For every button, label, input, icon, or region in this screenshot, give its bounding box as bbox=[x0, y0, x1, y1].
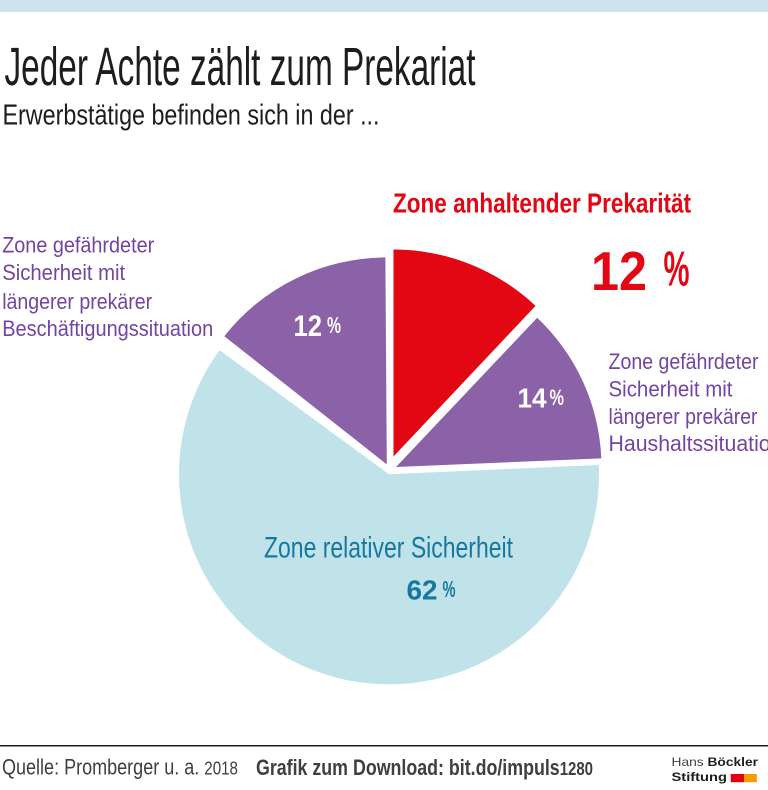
svg-text:Zone gefährdeter: Zone gefährdeter bbox=[2, 232, 154, 257]
svg-text:längerer prekärer: längerer prekärer bbox=[2, 289, 152, 314]
svg-text:Grafik zum Download: bit.do/im: Grafik zum Download: bit.do/impuls1280 bbox=[256, 755, 593, 780]
svg-text:12: 12 bbox=[294, 310, 323, 343]
svg-text:12: 12 bbox=[591, 240, 647, 302]
svg-text:%: % bbox=[664, 243, 690, 297]
svg-text:%: % bbox=[443, 576, 456, 602]
svg-text:längerer prekärer: längerer prekärer bbox=[609, 404, 758, 429]
svg-text:Hans Böckler: Hans Böckler bbox=[672, 755, 759, 769]
svg-text:%: % bbox=[550, 385, 565, 410]
svg-text:Sicherheit mit: Sicherheit mit bbox=[2, 260, 125, 285]
svg-text:Jeder Achte zählt zum Prekaria: Jeder Achte zählt zum Prekariat bbox=[5, 37, 476, 97]
svg-text:Beschäftigungssituation: Beschäftigungssituation bbox=[2, 316, 213, 341]
svg-text:Haushaltssituation: Haushaltssituation bbox=[609, 431, 768, 456]
svg-text:Quelle: Promberger u. a. 2018: Quelle: Promberger u. a. 2018 bbox=[2, 755, 238, 780]
svg-text:Zone anhaltender Prekarität: Zone anhaltender Prekarität bbox=[393, 187, 691, 218]
svg-text:Zone gefährdeter: Zone gefährdeter bbox=[609, 349, 759, 374]
svg-text:Sicherheit mit: Sicherheit mit bbox=[609, 377, 733, 402]
svg-text:14: 14 bbox=[518, 382, 548, 413]
svg-text:62: 62 bbox=[407, 574, 438, 605]
svg-text:Stiftung: Stiftung bbox=[672, 770, 728, 784]
svg-text:Erwerbstätige befinden sich in: Erwerbstätige befinden sich in der ... bbox=[3, 100, 380, 132]
svg-text:Zone relativer Sicherheit: Zone relativer Sicherheit bbox=[264, 531, 514, 564]
svg-text:%: % bbox=[327, 312, 341, 338]
